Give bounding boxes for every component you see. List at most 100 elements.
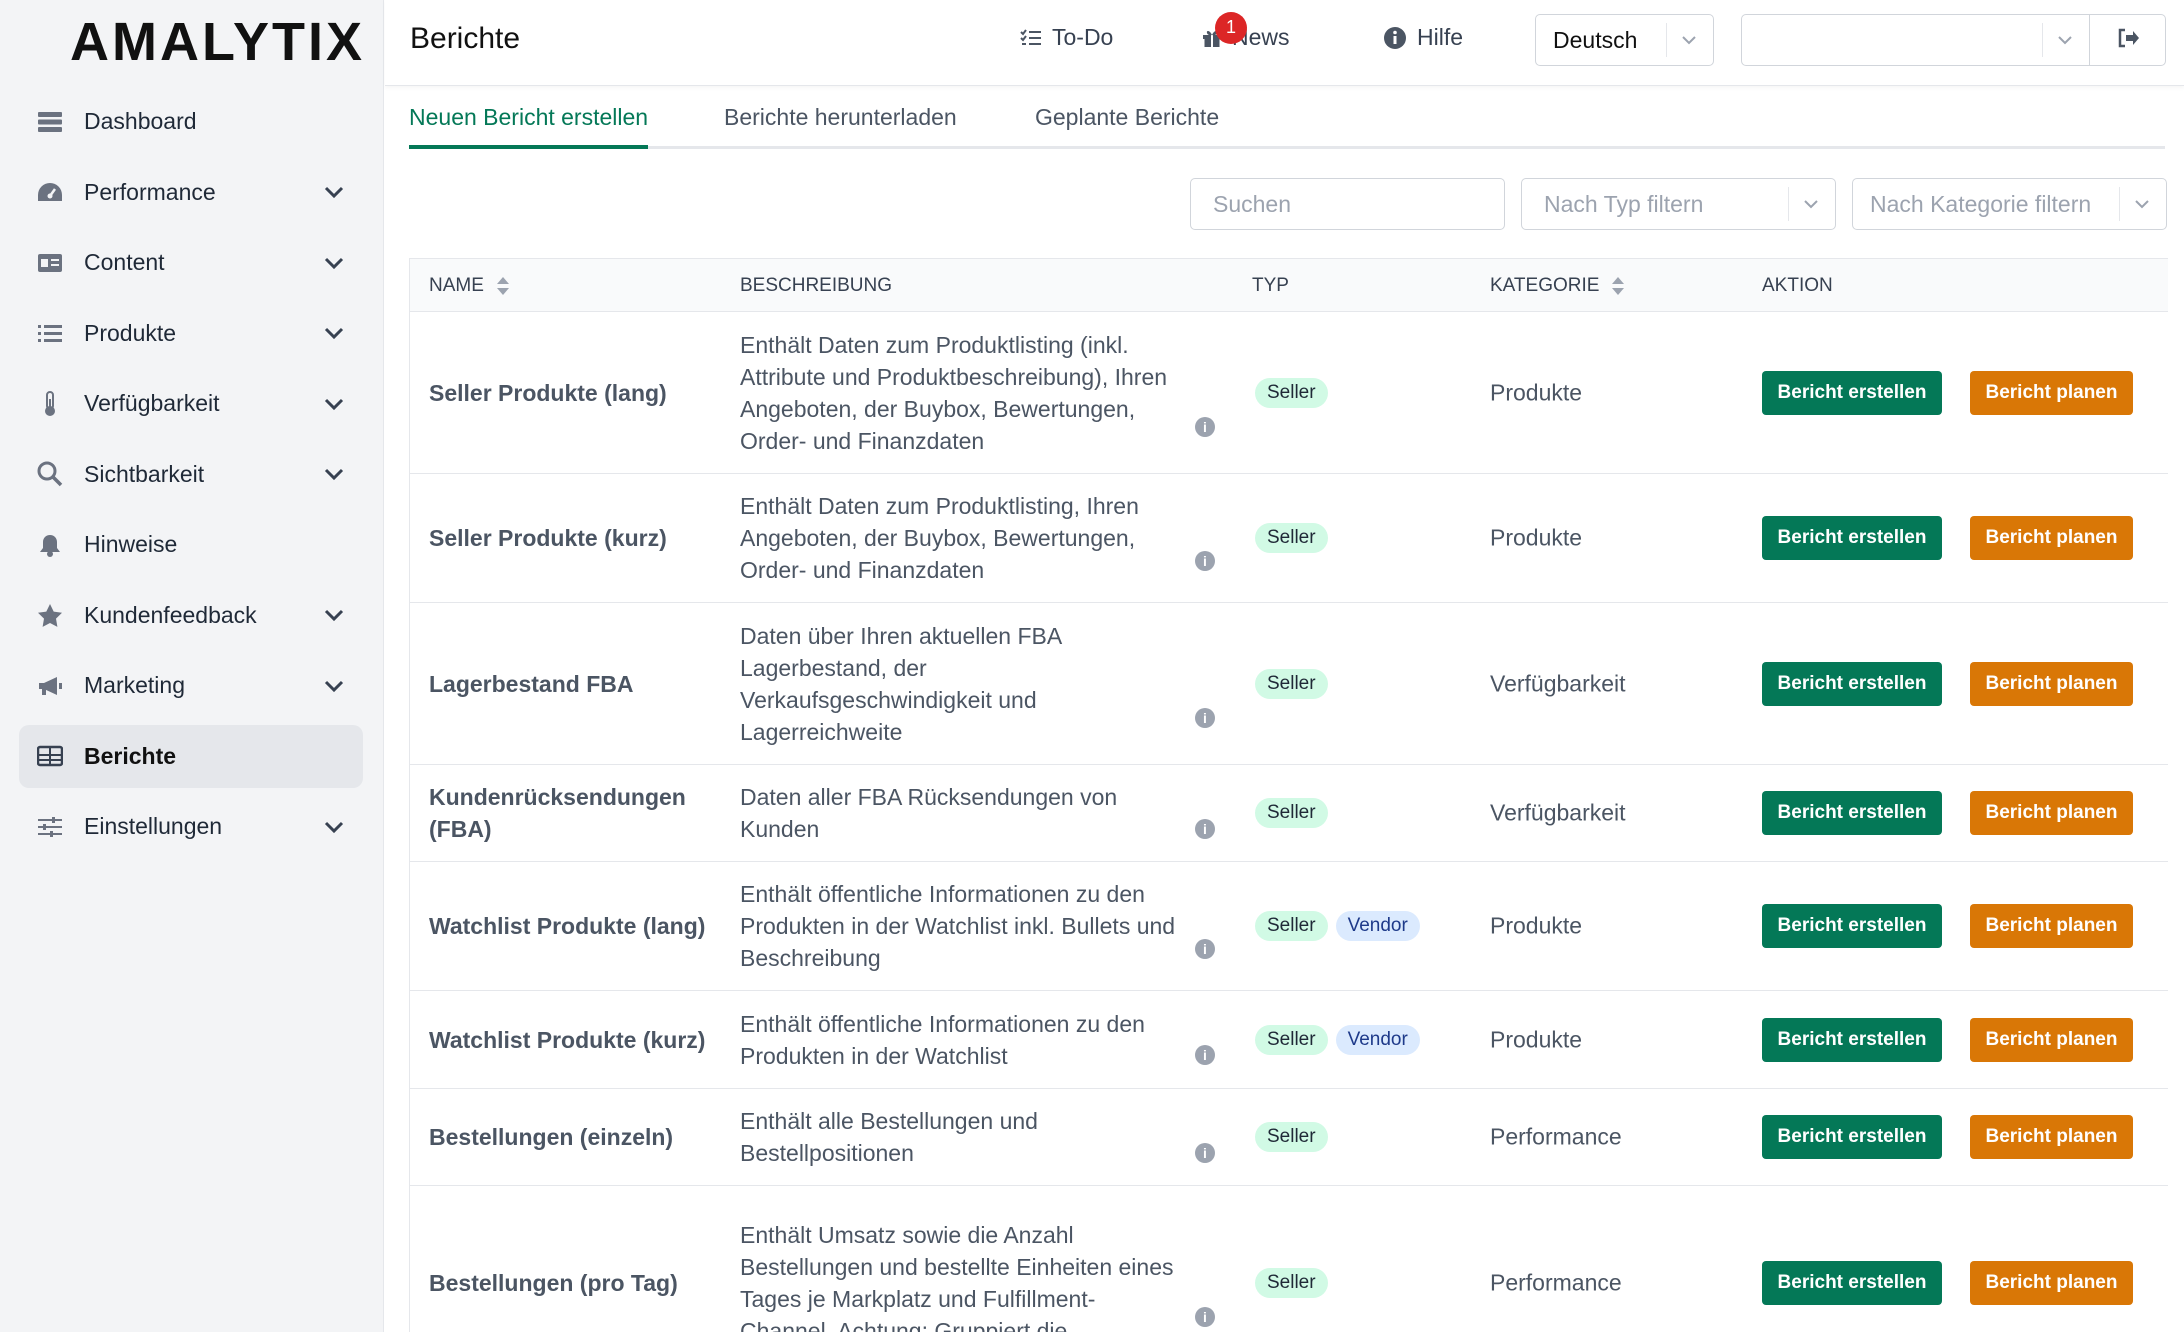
info-icon[interactable]: i xyxy=(1195,417,1215,437)
info-icon[interactable]: i xyxy=(1195,708,1215,728)
sidebar-item-marketing[interactable]: Marketing xyxy=(19,654,363,717)
column-description-label: Beschreibung xyxy=(740,275,893,296)
category-filter-select[interactable]: Nach Kategorie filtern xyxy=(1852,178,2167,230)
sidebar-item-label: Berichte xyxy=(84,742,177,769)
create-report-button[interactable]: Bericht erstellen xyxy=(1762,1017,1942,1062)
report-name: Seller Produkte (kurz) xyxy=(429,525,667,551)
sidebar-item-dashboard[interactable]: Dashboard xyxy=(19,90,363,153)
help-link[interactable]: Hilfe xyxy=(1383,24,1463,51)
table-row: Bestellungen (einzeln) Enthält alle Beste… xyxy=(410,1089,2168,1186)
type-badge-seller: Seller xyxy=(1255,798,1328,828)
sidebar-item-content[interactable]: Content xyxy=(19,231,363,294)
chevron-down-icon xyxy=(1799,192,1823,222)
language-select[interactable]: Deutsch xyxy=(1535,14,1714,66)
create-report-button[interactable]: Bericht erstellen xyxy=(1762,516,1942,560)
search-input[interactable]: Suchen xyxy=(1190,178,1505,230)
report-category: Verfügbarkeit xyxy=(1490,799,1626,826)
report-category: Performance xyxy=(1490,1123,1622,1150)
chevron-down-icon[interactable] xyxy=(319,318,349,348)
megaphone-icon xyxy=(36,672,64,700)
schedule-report-button[interactable]: Bericht planen xyxy=(1970,1115,2133,1159)
chevron-down-icon[interactable] xyxy=(319,177,349,207)
column-category-header[interactable]: Kategorie xyxy=(1490,275,1625,297)
sidebar-item-einstellungen[interactable]: Einstellungen xyxy=(19,795,363,858)
type-filter-placeholder: Nach Typ filtern xyxy=(1544,190,1704,217)
sidebar-item-hinweise[interactable]: Hinweise xyxy=(19,513,363,576)
report-name: Watchlist Produkte (kurz) xyxy=(429,1026,706,1053)
type-filter-select[interactable]: Nach Typ filtern xyxy=(1521,178,1836,230)
info-icon[interactable]: i xyxy=(1195,1045,1215,1065)
sidebar-nav: Dashboard Performance Content Produkte Verfü… xyxy=(19,90,363,866)
report-description: Daten aller FBA Rücksendungen von Kunden xyxy=(740,784,1118,842)
sidebar-item-kundenfeedback[interactable]: Kundenfeedback xyxy=(19,584,363,647)
logout-button[interactable] xyxy=(2090,14,2166,66)
type-badge-seller: Seller xyxy=(1255,377,1328,408)
report-types: Seller Vendor xyxy=(1255,911,1420,941)
report-types: Seller Vendor xyxy=(1255,1024,1420,1055)
schedule-report-button[interactable]: Bericht planen xyxy=(1970,1260,2133,1305)
sidebar-item-verfügbarkeit[interactable]: Verfügbarkeit xyxy=(19,372,363,435)
column-description-header: Beschreibung xyxy=(740,275,892,297)
schedule-report-button[interactable]: Bericht planen xyxy=(1970,904,2133,948)
account-select[interactable] xyxy=(1741,14,2090,66)
tab-berichte-herunterladen[interactable]: Berichte herunterladen xyxy=(724,104,957,130)
create-report-button[interactable]: Bericht erstellen xyxy=(1762,370,1942,415)
list-icon xyxy=(36,319,64,347)
sidebar-item-berichte[interactable]: Berichte xyxy=(19,724,363,788)
create-report-button[interactable]: Bericht erstellen xyxy=(1762,1115,1942,1159)
table-row: Bestellungen (pro Tag) Enthält Umsatz sow… xyxy=(410,1186,2168,1332)
todo-link[interactable]: To-Do xyxy=(1020,24,1113,51)
chevron-down-icon[interactable] xyxy=(319,600,349,630)
chevron-down-icon[interactable] xyxy=(319,248,349,278)
info-icon[interactable]: i xyxy=(1195,1142,1215,1163)
help-label: Hilfe xyxy=(1417,24,1464,50)
report-types: Seller xyxy=(1255,798,1328,828)
schedule-report-button[interactable]: Bericht planen xyxy=(1970,516,2133,560)
sort-icon xyxy=(1611,276,1625,296)
schedule-report-button[interactable]: Bericht planen xyxy=(1970,1017,2133,1062)
chevron-down-icon[interactable] xyxy=(319,459,349,489)
column-category-label: Kategorie xyxy=(1490,275,1600,296)
report-description: Enthält öffentliche Informationen zu den… xyxy=(740,1010,1145,1069)
sidebar: AMALYTIX Dashboard Performance Content Prod… xyxy=(0,0,384,1332)
report-types: Seller xyxy=(1255,1267,1328,1298)
report-description: Enthält Daten zum Produktlisting, Ihren … xyxy=(740,493,1139,583)
tab-geplante-berichte[interactable]: Geplante Berichte xyxy=(1035,104,1220,130)
sidebar-item-sichtbarkeit[interactable]: Sichtbarkeit xyxy=(19,443,363,506)
info-icon[interactable]: i xyxy=(1195,938,1215,959)
report-category: Produkte xyxy=(1490,1026,1583,1052)
sidebar-item-label: Marketing xyxy=(84,672,185,698)
schedule-report-button[interactable]: Bericht planen xyxy=(1970,661,2133,706)
create-report-button[interactable]: Bericht erstellen xyxy=(1762,661,1942,706)
news-link[interactable]: 1 News xyxy=(1202,11,1290,51)
info-icon[interactable]: i xyxy=(1195,1307,1215,1327)
schedule-report-button[interactable]: Bericht planen xyxy=(1970,370,2133,415)
create-report-button[interactable]: Bericht erstellen xyxy=(1762,1260,1942,1305)
sidebar-item-produkte[interactable]: Produkte xyxy=(19,302,363,365)
type-badge-seller: Seller xyxy=(1255,911,1328,941)
brand-logo[interactable]: AMALYTIX xyxy=(70,12,366,72)
type-badge-seller: Seller xyxy=(1255,523,1328,553)
info-icon[interactable]: i xyxy=(1195,550,1215,571)
chevron-down-icon[interactable] xyxy=(319,671,349,701)
sidebar-item-performance[interactable]: Performance xyxy=(19,161,363,224)
column-type-header: Typ xyxy=(1252,275,1289,297)
create-report-button[interactable]: Bericht erstellen xyxy=(1762,904,1942,948)
chevron-down-icon[interactable] xyxy=(319,389,349,419)
sidebar-item-label: Kundenfeedback xyxy=(84,601,257,628)
report-tabs: Neuen Bericht erstellen Berichte herunter… xyxy=(409,96,2165,149)
column-name-header[interactable]: Name xyxy=(429,275,510,297)
chevron-down-icon[interactable] xyxy=(319,812,349,842)
report-types: Seller xyxy=(1255,377,1328,408)
report-name: Bestellungen (einzeln) xyxy=(429,1124,674,1150)
info-circle-icon xyxy=(1383,26,1407,50)
tab-neuen-bericht-erstellen[interactable]: Neuen Bericht erstellen xyxy=(409,104,649,149)
create-report-button[interactable]: Bericht erstellen xyxy=(1762,791,1942,835)
news-count-badge: 1 xyxy=(1215,11,1247,44)
top-bar: Berichte To-Do 1 News Hilfe Deutsch xyxy=(385,0,2184,86)
report-category: Performance xyxy=(1490,1269,1622,1295)
category-filter-placeholder: Nach Kategorie filtern xyxy=(1870,190,2092,217)
chevron-down-icon xyxy=(2130,192,2154,222)
schedule-report-button[interactable]: Bericht planen xyxy=(1970,791,2133,835)
info-icon[interactable]: i xyxy=(1195,818,1215,839)
